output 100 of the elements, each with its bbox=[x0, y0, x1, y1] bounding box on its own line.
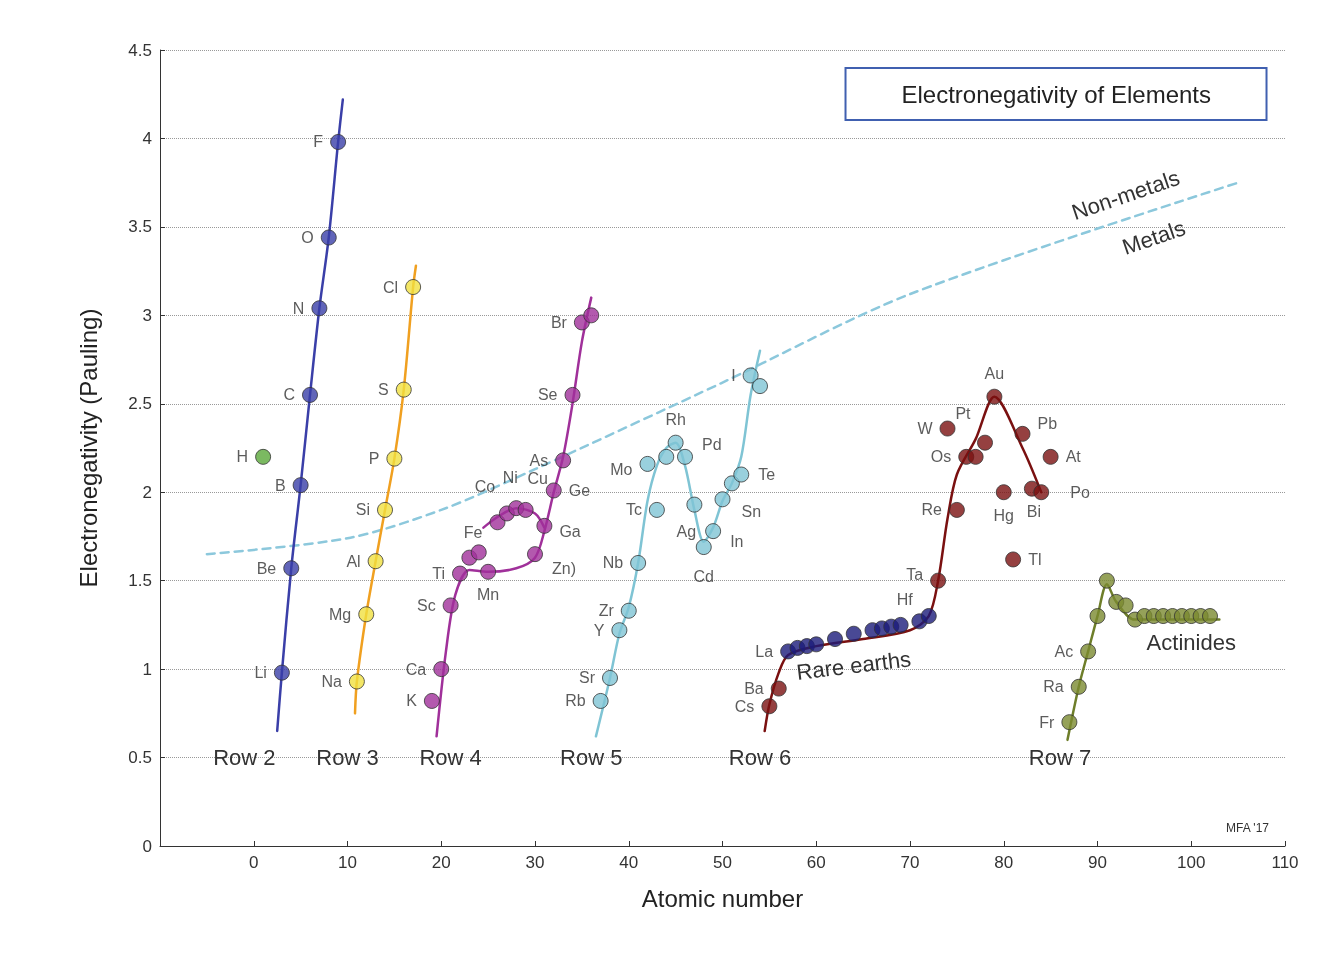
point bbox=[977, 434, 993, 451]
data-label: As bbox=[529, 451, 549, 469]
data-label: P bbox=[368, 450, 380, 468]
data-label: Al bbox=[346, 552, 361, 570]
x-tick-label: 70 bbox=[900, 853, 920, 872]
data-label: Pd bbox=[702, 436, 722, 454]
point bbox=[742, 367, 759, 384]
annotation: MFA '17 bbox=[1226, 821, 1270, 836]
point bbox=[827, 631, 843, 648]
annotation: Row 2 bbox=[213, 745, 276, 771]
data-label: Bi bbox=[1026, 503, 1041, 521]
data-label: Ba bbox=[744, 680, 764, 698]
data-label: Cs bbox=[734, 697, 755, 715]
data-label: Be bbox=[256, 559, 277, 577]
annotation: Metals bbox=[1119, 215, 1189, 260]
y-tick-label: 3.5 bbox=[128, 217, 152, 237]
point bbox=[273, 664, 290, 681]
y-tick-label: 0 bbox=[142, 836, 152, 856]
data-label: Cu bbox=[527, 470, 548, 488]
point bbox=[255, 448, 272, 465]
point bbox=[752, 378, 768, 395]
data-label: Rb bbox=[565, 692, 586, 710]
point bbox=[395, 381, 412, 398]
data-label: Mn bbox=[477, 586, 500, 604]
data-label: Li bbox=[254, 664, 267, 682]
point bbox=[283, 560, 300, 577]
point bbox=[1061, 714, 1078, 731]
x-tick-label: 90 bbox=[1088, 853, 1107, 872]
point bbox=[761, 698, 778, 715]
y-tick-label: 2.5 bbox=[128, 394, 152, 414]
data-label: Na bbox=[321, 672, 342, 690]
y-tick-label: 2 bbox=[142, 482, 152, 502]
point bbox=[377, 501, 393, 518]
point bbox=[1089, 608, 1106, 625]
point bbox=[386, 450, 403, 467]
data-label: K bbox=[406, 692, 418, 710]
annotation: Row 4 bbox=[419, 745, 482, 771]
data-label: Hf bbox=[896, 590, 914, 608]
data-label: Br bbox=[550, 313, 568, 331]
data-label: Ag bbox=[676, 523, 697, 541]
point bbox=[733, 466, 750, 483]
x-tick-label: 0 bbox=[249, 853, 259, 872]
annotation: Row 7 bbox=[1028, 745, 1092, 771]
data-label: Rh bbox=[665, 411, 686, 429]
data-label: W bbox=[917, 420, 934, 438]
annotation: Row 3 bbox=[316, 745, 379, 771]
data-label: Ac bbox=[1054, 642, 1074, 660]
data-label: Hg bbox=[993, 506, 1014, 524]
data-label: Fr bbox=[1039, 713, 1056, 731]
point bbox=[348, 673, 365, 690]
point bbox=[423, 692, 440, 709]
data-label: S bbox=[378, 381, 389, 399]
data-label: Y bbox=[593, 621, 605, 639]
point bbox=[930, 572, 947, 589]
point bbox=[1033, 484, 1050, 501]
x-tick-label: 20 bbox=[431, 853, 451, 872]
point bbox=[939, 420, 956, 437]
point bbox=[723, 475, 740, 492]
annotation: Row 6 bbox=[728, 745, 792, 771]
point bbox=[1042, 448, 1059, 465]
point bbox=[967, 448, 984, 465]
x-tick-label: 50 bbox=[713, 853, 732, 872]
point bbox=[639, 455, 656, 472]
point bbox=[714, 491, 731, 508]
point bbox=[705, 523, 722, 540]
point bbox=[311, 300, 328, 317]
x-tick-label: 80 bbox=[994, 853, 1014, 872]
data-label: Te bbox=[758, 466, 776, 484]
y-tick-label: 1.5 bbox=[128, 571, 152, 591]
y-tick-label: 4.5 bbox=[128, 40, 152, 60]
point bbox=[470, 544, 487, 561]
y-axis-title: Electronegativity (Pauling) bbox=[74, 308, 102, 588]
point bbox=[433, 661, 450, 678]
point bbox=[658, 448, 675, 465]
data-label: La bbox=[755, 642, 774, 660]
data-label: Cd bbox=[693, 567, 714, 585]
annotation: Rare earths bbox=[795, 646, 913, 685]
point bbox=[770, 680, 787, 697]
data-label: H bbox=[236, 448, 249, 466]
data-label: I bbox=[731, 366, 736, 384]
point bbox=[1202, 608, 1218, 625]
point bbox=[695, 539, 712, 556]
data-label: Ra bbox=[1043, 678, 1064, 696]
data-label: In bbox=[730, 532, 744, 550]
data-label: O bbox=[301, 229, 314, 246]
annotation: Row 5 bbox=[560, 745, 623, 771]
x-tick-label: 10 bbox=[338, 853, 357, 872]
point bbox=[517, 501, 534, 518]
data-label: Re bbox=[921, 501, 942, 519]
point bbox=[545, 482, 562, 499]
point bbox=[480, 563, 497, 580]
x-axis-title: Atomic number bbox=[641, 884, 804, 912]
data-label: Se bbox=[537, 386, 558, 404]
data-label: Po bbox=[1070, 483, 1090, 501]
point bbox=[330, 133, 347, 150]
data-label: N bbox=[292, 299, 305, 317]
x-tick-label: 110 bbox=[1271, 853, 1299, 872]
point bbox=[367, 553, 384, 570]
point bbox=[620, 602, 637, 619]
data-label: Ca bbox=[405, 660, 427, 678]
